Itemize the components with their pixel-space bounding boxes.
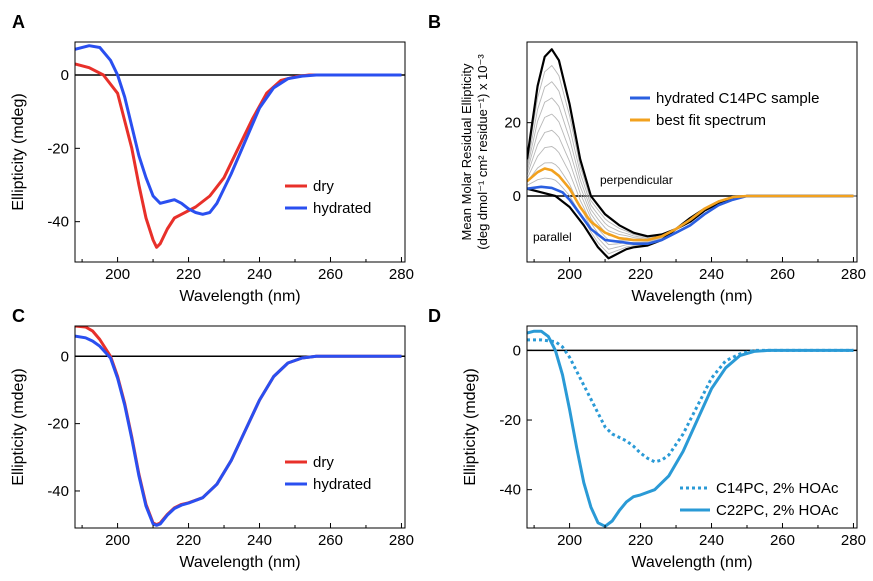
legend-label: C22PC, 2% HOAc — [716, 502, 839, 519]
y-tick-label: 0 — [61, 348, 69, 365]
x-tick-label: 200 — [105, 532, 130, 549]
x-tick-label: 280 — [389, 532, 414, 549]
x-tick-label: 240 — [699, 532, 724, 549]
x-tick-label: 240 — [699, 266, 724, 283]
y-axis-label: Mean Molar Residual Ellipticity — [459, 63, 474, 241]
x-tick-label: 220 — [176, 266, 201, 283]
legend-c: dry hydrated — [285, 454, 371, 493]
y-tick-label: -40 — [47, 214, 69, 231]
legend-label: C14PC, 2% HOAc — [716, 480, 839, 497]
x-tick-label: 280 — [389, 266, 414, 283]
y-axis-label-units: (deg dmol⁻¹ cm² residue⁻¹) x 10⁻³ — [475, 54, 490, 250]
legend-b: hydrated C14PC sample best fit spectrum — [630, 90, 819, 129]
x-tick-label: 280 — [841, 532, 866, 549]
panel-b: B 200 220 240 260 280 0 20 Wavelength (nm) Mean M… — [428, 12, 866, 305]
x-tick-label: 260 — [770, 266, 795, 283]
y-tick-label: -40 — [499, 482, 521, 499]
annotation-perpendicular: perpendicular — [600, 173, 673, 187]
plot-frame-a — [74, 41, 406, 263]
x-tick-label: 220 — [176, 532, 201, 549]
legend-d: C14PC, 2% HOAc C22PC, 2% HOAc — [680, 480, 839, 519]
x-tick-label: 260 — [770, 532, 795, 549]
legend-label: dry — [313, 178, 334, 195]
x-tick-label: 240 — [247, 532, 272, 549]
panel-c: C 200 220 240 260 280 0 -20 -40 Wavelength (nm) El… — [10, 306, 414, 571]
legend-label: hydrated — [313, 200, 371, 217]
legend-label: dry — [313, 454, 334, 471]
y-axis-label: Ellipticity (mdeg) — [462, 368, 479, 485]
panel-letter-d: D — [428, 306, 441, 326]
x-tick-label: 200 — [557, 532, 582, 549]
series-line — [527, 329, 854, 528]
y-tick-label: -20 — [47, 140, 69, 157]
fraction-curve — [527, 162, 857, 250]
x-tick-label: 280 — [841, 266, 866, 283]
plot-frame-d — [526, 325, 858, 529]
y-axis-label: Ellipticity (mdeg) — [10, 93, 27, 210]
panel-d: D 200 220 240 260 280 0 -20 -40 Wavelength (nm) El… — [428, 306, 866, 571]
x-tick-label: 240 — [247, 266, 272, 283]
series-line — [527, 167, 854, 242]
y-tick-label: -40 — [47, 483, 69, 500]
legend-label: hydrated — [313, 476, 371, 493]
annotation-parallel: parallel — [533, 230, 572, 244]
series-line — [75, 44, 402, 216]
panel-a: A 200 220 240 260 280 0 -20 -40 Wavelength (nm) El… — [10, 12, 414, 305]
x-tick-label: 220 — [628, 266, 653, 283]
legend-a: dry hydrated — [285, 178, 371, 217]
x-tick-label: 260 — [318, 266, 343, 283]
y-tick-label: 0 — [61, 67, 69, 84]
x-tick-label: 220 — [628, 532, 653, 549]
y-tick-label: -20 — [47, 416, 69, 433]
legend-label: best fit spectrum — [656, 112, 766, 129]
panel-letter-a: A — [12, 12, 25, 32]
y-tick-label: 0 — [513, 342, 521, 359]
x-axis-label: Wavelength (nm) — [631, 288, 752, 305]
x-axis-label: Wavelength (nm) — [179, 554, 300, 571]
y-axis-label: Ellipticity (mdeg) — [10, 368, 27, 485]
panel-letter-c: C — [12, 306, 25, 326]
plot-frame-c — [74, 325, 406, 529]
y-tick-label: 20 — [504, 115, 521, 132]
x-tick-label: 260 — [318, 532, 343, 549]
x-axis-label: Wavelength (nm) — [631, 554, 752, 571]
legend-label: hydrated C14PC sample — [656, 90, 819, 107]
x-tick-label: 200 — [105, 266, 130, 283]
x-tick-label: 200 — [557, 266, 582, 283]
panel-letter-b: B — [428, 12, 441, 32]
x-axis-label: Wavelength (nm) — [179, 288, 300, 305]
series-line — [527, 338, 854, 464]
y-tick-label: -20 — [499, 412, 521, 429]
y-tick-label: 0 — [513, 188, 521, 205]
plot-frame-b — [526, 41, 858, 263]
series-line — [75, 334, 402, 527]
